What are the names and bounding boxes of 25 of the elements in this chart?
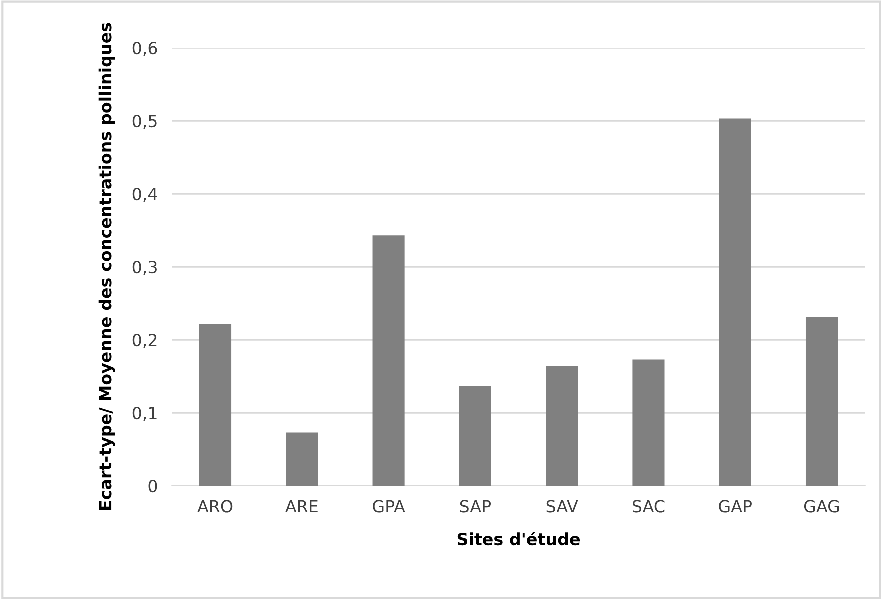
x-tick-label: ARE (286, 500, 318, 513)
x-tick-label: GAP (719, 500, 752, 513)
bar (286, 432, 318, 486)
bar (632, 360, 665, 486)
x-tick-label: SAC (633, 500, 665, 513)
x-tick-label: GAG (804, 500, 840, 513)
y-tick-label: 0,1 (132, 406, 157, 422)
x-axis-title: Sites d'étude (458, 532, 580, 546)
y-tick-label: 0,6 (132, 42, 158, 56)
x-tick-label: SAP (460, 500, 492, 513)
bar (199, 324, 232, 486)
x-tick-label: ARO (198, 500, 233, 513)
y-tick-label: 0 (148, 480, 158, 493)
bar (546, 366, 578, 486)
y-axis-title: Ecart-type/ Moyenne des concentrations polliniques (98, 23, 116, 510)
y-tick-label: 0,5 (132, 114, 157, 130)
y-tick-label: 0,2 (132, 334, 157, 348)
bar (372, 236, 405, 486)
y-tick-label: 0,4 (132, 188, 158, 202)
x-tick-label: SAV (546, 500, 578, 513)
bar (459, 386, 492, 486)
x-tick-label: GPA (373, 500, 406, 513)
bar (806, 317, 838, 486)
y-tick-label: 0,3 (132, 260, 157, 276)
bar (719, 118, 752, 486)
